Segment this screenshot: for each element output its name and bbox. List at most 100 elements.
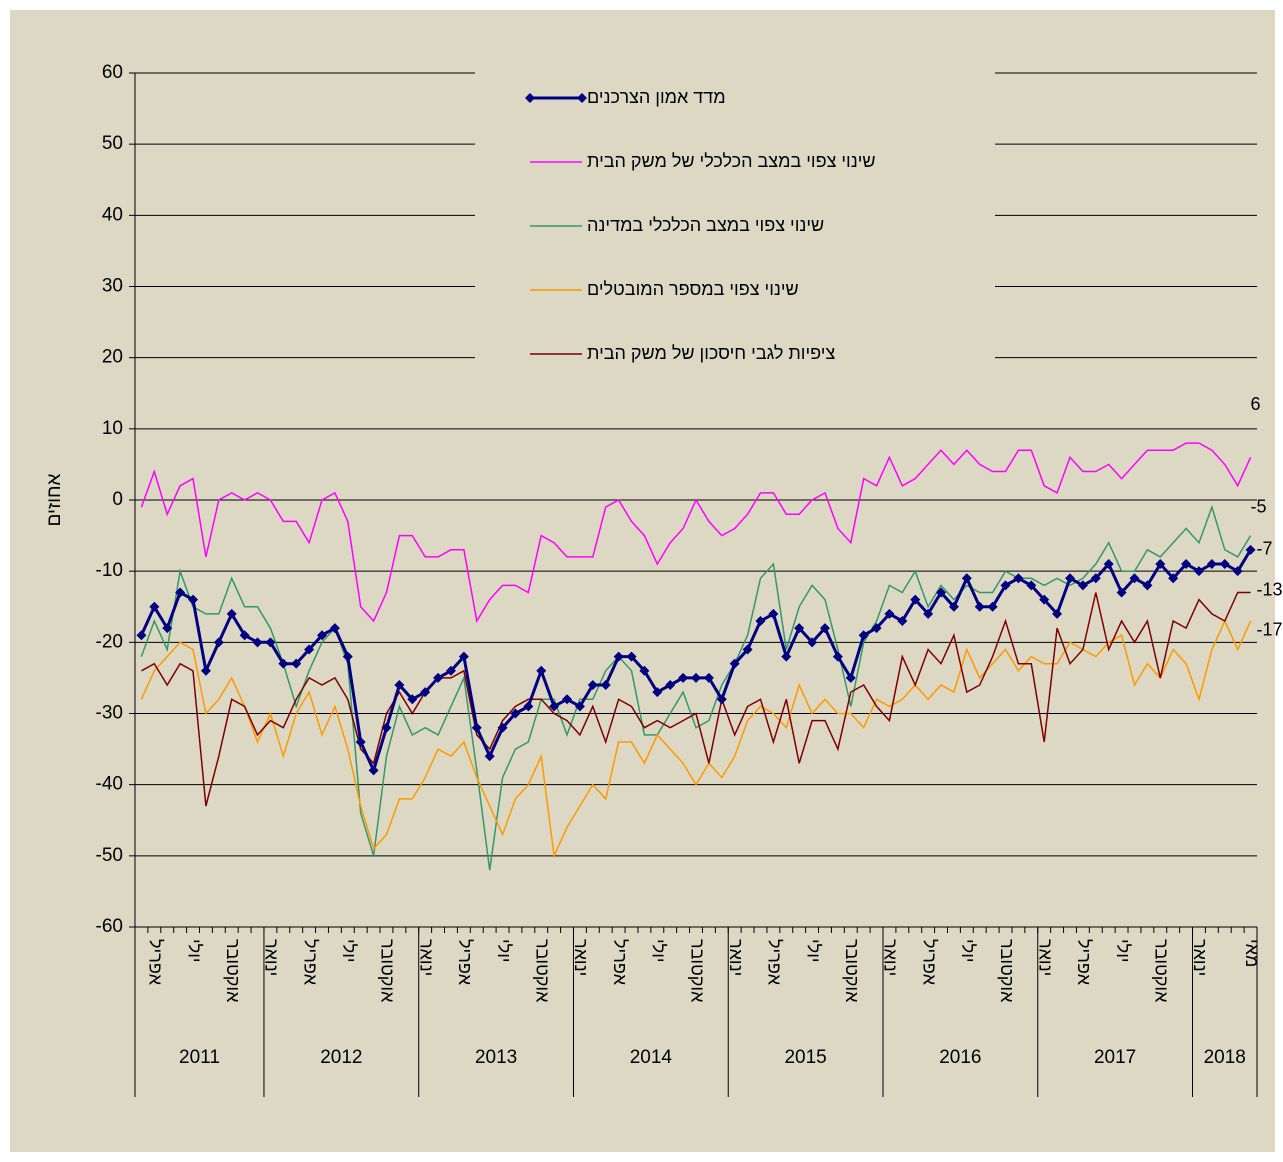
y-tick-label: 20	[102, 347, 123, 368]
data-point	[678, 672, 689, 683]
y-tick-label: -60	[96, 916, 123, 937]
y-tick-label: -10	[96, 560, 123, 581]
series-line	[140, 442, 1252, 624]
series-line	[140, 504, 1252, 871]
data-point	[1000, 580, 1011, 591]
data-point	[252, 637, 263, 648]
data-point	[407, 694, 418, 705]
data-point	[368, 765, 379, 776]
data-point	[200, 665, 211, 676]
data-point	[923, 608, 934, 619]
x-tick-label: אפריל	[146, 939, 166, 986]
data-point	[188, 594, 199, 605]
data-point	[974, 601, 985, 612]
data-point	[1013, 573, 1024, 584]
data-point	[587, 680, 598, 691]
data-point	[1065, 573, 1075, 584]
data-point	[652, 687, 663, 698]
x-tick-label: אפריל	[455, 939, 475, 986]
data-point	[394, 680, 405, 691]
x-tick-label: ינואר	[571, 939, 591, 976]
data-point	[484, 751, 495, 762]
data-point	[175, 587, 186, 598]
data-point	[1219, 559, 1230, 570]
x-tick-label: יולי	[803, 939, 823, 963]
data-point	[149, 601, 160, 612]
y-tick-label: -50	[96, 845, 123, 866]
data-point	[755, 615, 766, 626]
y-tick-label: 50	[102, 133, 123, 154]
x-tick-label: אפריל	[1074, 939, 1094, 986]
data-point	[1129, 573, 1140, 584]
x-tick-label: אפריל	[765, 939, 785, 986]
data-label: 6	[1251, 394, 1261, 414]
x-tick-label: ינואר	[726, 939, 746, 976]
x-tick-label: ינואר	[881, 939, 901, 976]
data-point	[1206, 559, 1217, 570]
x-tick-label: אוקטובר	[378, 939, 398, 1003]
x-tick-label: אוקטובר	[223, 939, 243, 1003]
data-point	[562, 694, 573, 705]
data-point	[355, 736, 366, 747]
year-label: 2018	[1204, 1047, 1246, 1068]
x-tick-label: אוקטובר	[1152, 939, 1172, 1003]
data-point	[948, 601, 959, 612]
data-point	[1181, 559, 1192, 570]
data-point	[342, 651, 353, 662]
x-tick-label: ינואר	[262, 939, 282, 976]
data-point	[136, 630, 147, 641]
data-point	[1168, 573, 1179, 584]
x-tick-label: אפריל	[300, 939, 320, 986]
data-point	[1193, 566, 1204, 577]
x-tick-label: אוקטובר	[842, 939, 862, 1003]
data-point	[458, 651, 469, 662]
legend-marker	[525, 93, 535, 103]
data-point	[897, 615, 908, 626]
data-point	[1116, 587, 1127, 598]
data-point	[471, 722, 482, 733]
data-point	[1155, 559, 1166, 570]
legend-label: שינוי צפוי במצב הכלכלי במדינה	[587, 215, 824, 235]
y-tick-label: 30	[102, 276, 123, 297]
data-point	[807, 637, 818, 648]
data-point	[497, 722, 508, 733]
data-point	[291, 658, 302, 669]
legend-marker	[577, 93, 587, 103]
data-point	[304, 644, 315, 655]
y-axis-title: אחוזים	[44, 473, 65, 526]
data-point	[626, 651, 637, 662]
data-point	[278, 658, 289, 669]
data-point	[845, 672, 856, 683]
legend: מדד אמון הצרכנים שינוי צפוי במצב הכלכלי ש…	[475, 70, 995, 383]
data-point	[574, 701, 585, 712]
data-point	[445, 665, 456, 676]
legend-label: מדד אמון הצרכנים	[587, 87, 726, 107]
data-point	[317, 630, 327, 641]
y-tick-label: 10	[102, 418, 123, 439]
data-point	[781, 651, 792, 662]
data-point	[549, 701, 560, 712]
data-point	[1077, 580, 1088, 591]
year-label: 2014	[630, 1047, 673, 1068]
y-tick-label: 60	[102, 62, 123, 83]
y-tick-label: -30	[96, 703, 123, 724]
x-tick-label: ינואר	[416, 939, 436, 976]
data-point	[523, 701, 534, 712]
x-tick-label: אוקטובר	[997, 939, 1017, 1003]
x-tick-label: יולי	[1113, 939, 1133, 963]
data-point	[1232, 566, 1243, 577]
x-tick-label: ינואר	[1035, 939, 1055, 976]
data-point	[858, 630, 869, 641]
data-point	[987, 601, 998, 612]
year-label: 2013	[475, 1047, 517, 1068]
y-tick-label: -40	[96, 774, 123, 795]
data-point	[819, 623, 830, 634]
x-tick-label: אפריל	[919, 939, 939, 986]
x-tick-label: יולי	[494, 939, 514, 963]
data-point	[536, 665, 547, 676]
data-point	[1245, 544, 1256, 555]
data-point	[329, 623, 340, 634]
data-point	[639, 665, 650, 676]
data-point	[381, 722, 392, 733]
